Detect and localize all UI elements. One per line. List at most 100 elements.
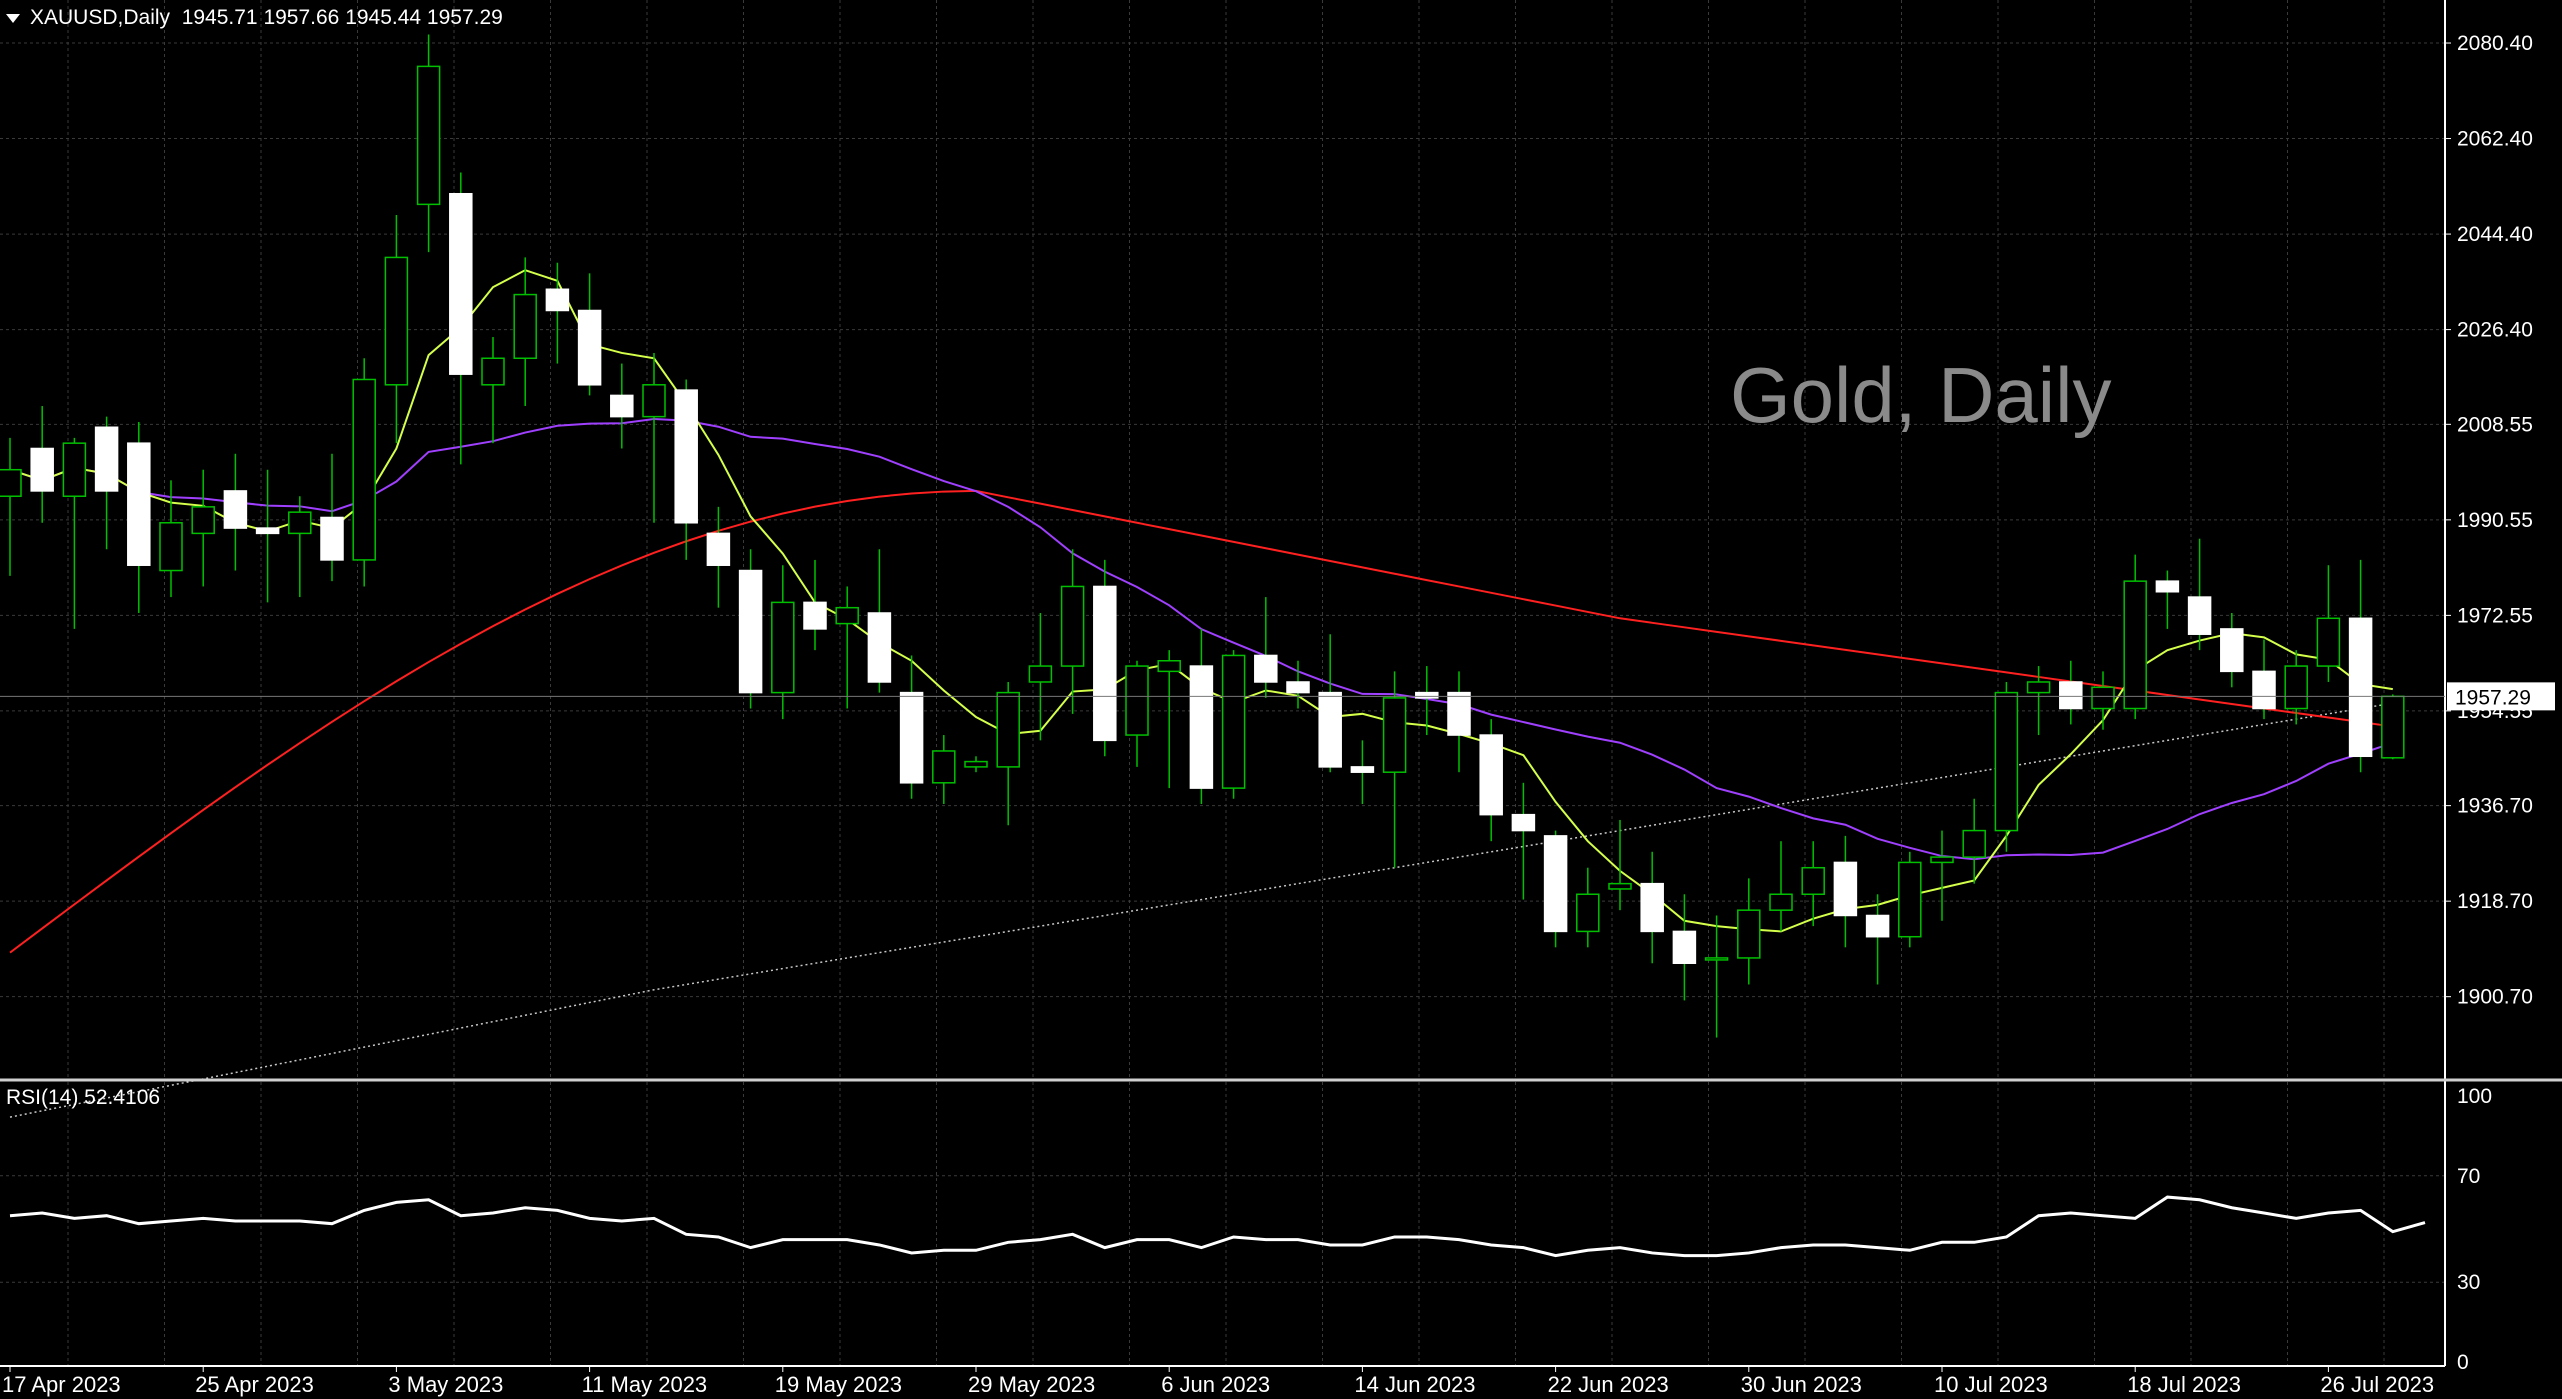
x-tick-label: 30 Jun 2023 (1741, 1372, 1862, 1397)
symbol-label: XAUUSD,Daily (30, 6, 171, 29)
candle-body (320, 516, 344, 561)
candle-body (1801, 866, 1825, 896)
candle-body (1093, 585, 1117, 742)
candle-body (2026, 681, 2051, 694)
candle-body (1737, 909, 1761, 959)
candle-body (577, 309, 602, 386)
candle-body (1608, 882, 1632, 890)
candle-body (1415, 691, 1439, 699)
candle-body (2187, 596, 2212, 635)
candle-body (2316, 617, 2341, 667)
candle-body (352, 378, 376, 561)
candle-body (1125, 665, 1149, 736)
candle-body (2348, 617, 2373, 758)
candle-body (384, 256, 409, 386)
x-tick-label: 11 May 2023 (582, 1372, 708, 1397)
chart-grid (0, 0, 2445, 1366)
candle-body (642, 384, 666, 418)
candle-body (2381, 695, 2405, 759)
candle-body (288, 511, 312, 535)
candle-body (738, 569, 763, 694)
candle-body (2059, 681, 2083, 710)
candle-body (2123, 580, 2147, 710)
candle-body (899, 691, 924, 784)
candle-body (1898, 861, 1922, 938)
candle-body (867, 612, 892, 683)
x-tick-label: 18 Jul 2023 (2127, 1372, 2241, 1397)
current-price-label: 1957.29 (2455, 686, 2531, 709)
candle-body (94, 426, 119, 492)
rsi-indicator-label: RSI(14) 52.4106 (6, 1086, 161, 1109)
candle-body (1447, 691, 1471, 736)
current-price-tag (2447, 682, 2555, 711)
candle-body (1865, 914, 1890, 938)
rsi-tick-label: 70 (2457, 1165, 2480, 1188)
candle-body (127, 442, 151, 566)
rsi-line (9, 1195, 2426, 1258)
rsi-tick-label: 100 (2457, 1085, 2492, 1108)
y-tick-label: 1918.70 (2457, 890, 2533, 913)
rsi-panel (9, 1195, 2426, 1258)
x-tick-label: 3 May 2023 (388, 1372, 503, 1397)
y-tick-label: 2080.40 (2457, 32, 2533, 55)
y-tick-label: 1990.55 (2457, 509, 2533, 532)
candle-body (2091, 686, 2115, 710)
candle-body (1511, 813, 1536, 832)
candle-body (1576, 893, 1600, 933)
candle-body (1930, 856, 1954, 864)
candlesticks (0, 34, 2405, 1038)
candle-body (62, 442, 87, 497)
candle-body (513, 293, 537, 360)
x-tick-label: 14 Jun 2023 (1354, 1372, 1475, 1397)
candle-body (835, 606, 859, 625)
candle-body (1382, 697, 1407, 773)
y-tick-label: 2062.40 (2457, 128, 2533, 151)
x-tick-label: 25 Apr 2023 (195, 1372, 314, 1397)
candle-body (964, 760, 988, 768)
candle-body (255, 527, 280, 535)
candle-body (223, 490, 248, 529)
candle-body (803, 601, 827, 630)
candle-body (771, 601, 795, 694)
y-tick-label: 1936.70 (2457, 795, 2533, 818)
candle-body (2155, 580, 2180, 593)
candle-body (1028, 665, 1053, 683)
candle-body (2220, 628, 2244, 673)
candle-body (1994, 691, 2019, 832)
candle-body (1640, 882, 1664, 933)
candle-body (674, 389, 698, 524)
y-tick-label: 1972.55 (2457, 604, 2533, 627)
rsi-tick-label: 0 (2457, 1351, 2469, 1374)
y-tick-label: 1900.70 (2457, 986, 2533, 1009)
candle-body (1286, 681, 1310, 694)
candle-body (932, 750, 956, 784)
candle-body (1318, 691, 1342, 768)
x-tick-label: 19 May 2023 (775, 1372, 902, 1397)
candle-body (1543, 835, 1568, 933)
candle-body (1704, 957, 1729, 961)
dropdown-triangle-icon[interactable] (6, 13, 20, 23)
candle-body (2252, 670, 2276, 710)
candle-body (481, 357, 505, 386)
candle-body (416, 65, 441, 206)
candle-body (159, 522, 183, 572)
x-tick-label: 10 Jul 2023 (1934, 1372, 2048, 1397)
candle-body (191, 506, 215, 535)
candle-body (1350, 766, 1375, 773)
chart-watermark: Gold, Daily (1730, 351, 2112, 439)
candle-body (1962, 829, 1986, 858)
x-tick-label: 26 Jul 2023 (2320, 1372, 2434, 1397)
y-tick-label: 2008.55 (2457, 413, 2533, 436)
candle-body (1060, 585, 1085, 667)
candle-body (706, 532, 731, 566)
candle-body (1479, 734, 1503, 816)
rsi-tick-label: 30 (2457, 1271, 2480, 1294)
chart-header[interactable]: XAUUSD,Daily 1945.71 1957.66 1945.44 195… (6, 6, 503, 30)
candle-body (1157, 660, 1181, 673)
candle-body (0, 468, 22, 497)
candle-body (30, 447, 54, 492)
candle-body (545, 288, 570, 312)
